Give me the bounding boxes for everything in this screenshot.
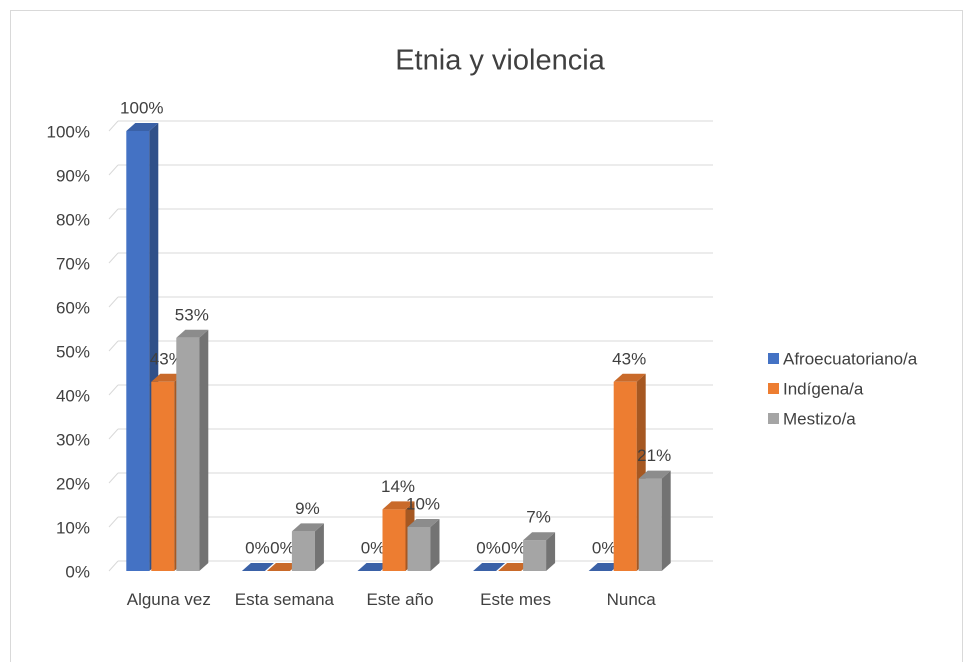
x-tick-label: Este año	[366, 590, 434, 609]
data-label: 0%	[592, 538, 617, 557]
y-tick-label: 50%	[56, 342, 90, 361]
bar-top	[266, 563, 299, 571]
bar-side	[661, 470, 671, 571]
bar-top	[638, 470, 671, 479]
data-label: 14%	[381, 477, 415, 496]
bar-top	[291, 523, 324, 532]
y-tick-label: 90%	[56, 166, 90, 185]
bar-top	[473, 563, 506, 571]
legend-label: Afroecuatoriano/a	[783, 349, 918, 368]
bar-top	[151, 373, 184, 382]
bar-top	[613, 373, 646, 382]
y-tick-label: 40%	[56, 386, 90, 405]
data-label: 0%	[270, 538, 295, 557]
bar-top	[588, 563, 621, 571]
bar-top	[241, 563, 274, 571]
y-tick-label: 60%	[56, 298, 90, 317]
data-label: 100%	[120, 98, 163, 117]
grid-line	[108, 164, 119, 176]
grid-line	[108, 472, 119, 484]
data-label: 53%	[175, 305, 209, 324]
grid-line	[108, 120, 119, 132]
bar-side	[430, 519, 440, 571]
data-label: 43%	[150, 349, 184, 368]
bar-top	[357, 563, 390, 571]
grid-line	[108, 516, 119, 528]
bar-top	[176, 329, 209, 338]
data-label: 43%	[612, 349, 646, 368]
data-label: 10%	[406, 494, 440, 513]
bar-top	[126, 123, 159, 131]
bar-top	[407, 519, 440, 527]
legend-swatch	[768, 413, 779, 424]
data-label: 9%	[295, 499, 320, 518]
x-tick-label: Alguna vez	[126, 590, 211, 609]
legend-label: Mestizo/a	[783, 409, 856, 428]
legend-swatch	[768, 353, 779, 364]
grid-line	[108, 340, 119, 352]
y-tick-label: 10%	[56, 518, 90, 537]
bar-top	[382, 501, 415, 510]
grid-line	[108, 428, 119, 440]
bar-top	[523, 532, 556, 541]
bar-side	[199, 329, 209, 571]
bar-front	[291, 531, 315, 571]
grid-line	[108, 252, 119, 264]
bar-front	[613, 381, 637, 571]
y-tick-label: 20%	[56, 474, 90, 493]
grid-line	[108, 208, 119, 220]
bar-front	[407, 527, 431, 571]
bar-front	[151, 381, 175, 571]
x-tick-label: Este mes	[480, 590, 552, 609]
legend-swatch	[768, 383, 779, 394]
bar-side	[314, 523, 324, 571]
bar-front	[523, 540, 547, 571]
grid-line	[108, 560, 119, 572]
grid-line	[108, 384, 119, 396]
data-label: 0%	[361, 538, 386, 557]
y-tick-label: 0%	[65, 562, 90, 581]
data-label: 0%	[501, 538, 526, 557]
legend-label: Indígena/a	[783, 379, 864, 398]
y-tick-label: 100%	[47, 122, 90, 141]
data-label: 21%	[637, 446, 671, 465]
y-tick-label: 30%	[56, 430, 90, 449]
data-label: 0%	[245, 538, 270, 557]
bar-front	[126, 131, 150, 571]
data-label: 7%	[526, 508, 551, 527]
x-tick-label: Nunca	[606, 590, 656, 609]
bar-front	[638, 478, 662, 571]
x-tick-label: Esta semana	[234, 590, 334, 609]
data-label: 0%	[476, 538, 501, 557]
chart-title: Etnia y violencia	[395, 45, 605, 77]
bar-front	[382, 509, 406, 571]
y-tick-label: 80%	[56, 210, 90, 229]
bar-top	[498, 563, 531, 571]
bar-side	[546, 532, 556, 571]
bar-front	[176, 337, 200, 571]
y-tick-label: 70%	[56, 254, 90, 273]
grid-line	[108, 296, 119, 308]
